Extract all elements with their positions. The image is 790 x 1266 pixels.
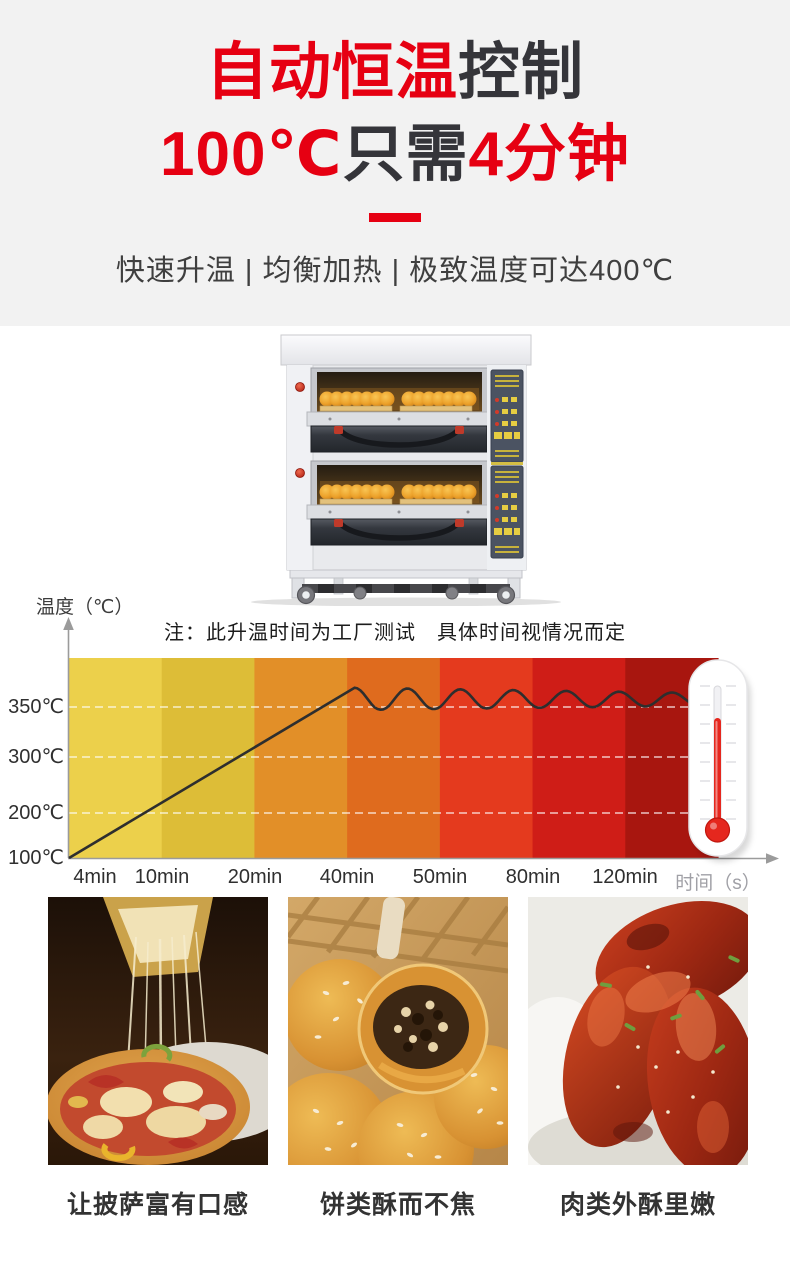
y-tick-350: 350℃ bbox=[8, 696, 64, 718]
x-tick-40min: 40min bbox=[319, 866, 375, 888]
food-card-pastry: 饼类酥而不焦 bbox=[288, 897, 508, 1221]
x-tick-120min: 120min bbox=[592, 866, 658, 888]
title2-red-a: 100℃ bbox=[159, 120, 343, 189]
title2-dark: 只需 bbox=[342, 120, 469, 189]
red-divider-bar bbox=[369, 213, 421, 222]
pizza-photo bbox=[48, 897, 268, 1165]
y-tick-200: 200℃ bbox=[8, 802, 64, 824]
double-deck-oven-illustration bbox=[251, 334, 561, 606]
caption-wings: 肉类外酥里嫩 bbox=[559, 1191, 716, 1219]
page-title-line2: 100℃只需4分钟 bbox=[0, 124, 790, 186]
x-tick-50min: 50min bbox=[412, 866, 468, 888]
food-card-pizza: 让披萨富有口感 bbox=[48, 897, 268, 1221]
header-section: 自动恒温控制 100℃只需4分钟 快速升温 | 均衡加热 | 极致温度可达400… bbox=[0, 0, 790, 326]
title-dark-text: 控制 bbox=[458, 38, 585, 107]
y-axis-title: 温度（℃） bbox=[36, 597, 134, 618]
oven-stand bbox=[289, 569, 523, 605]
food-gallery: 让披萨富有口感 bbox=[0, 897, 790, 1221]
food-card-wings: 肉类外酥里嫩 bbox=[528, 897, 748, 1221]
chart-note: 注：此升温时间为工厂测试 具体时间视情况而定 bbox=[164, 622, 626, 644]
chicken-wings-photo bbox=[528, 897, 748, 1165]
subtitle: 快速升温 | 均衡加热 | 极致温度可达400℃ bbox=[115, 255, 675, 287]
x-tick-20min: 20min bbox=[227, 866, 283, 888]
gradient-bands bbox=[69, 658, 719, 858]
heating-curve-chart: 温度（℃） 注：此升温时间为工厂测试 具体时间视情况而定 350℃ 300℃ 2… bbox=[0, 590, 790, 900]
chart-svg bbox=[63, 617, 779, 864]
x-axis-title: 时间（s） bbox=[675, 873, 761, 894]
page-title-line1: 自动恒温控制 bbox=[0, 42, 790, 104]
thermometer-icon bbox=[688, 659, 751, 862]
oven-deck-2 bbox=[306, 460, 492, 546]
title2-red-b: 4分钟 bbox=[468, 120, 631, 189]
oven-control-panel bbox=[487, 365, 526, 570]
oven-deck-1 bbox=[306, 367, 492, 453]
caption-pizza: 让披萨富有口感 bbox=[66, 1191, 249, 1219]
caption-pastry: 饼类酥而不焦 bbox=[319, 1191, 476, 1219]
x-tick-4min: 4min bbox=[73, 866, 117, 888]
pastry-photo bbox=[288, 897, 508, 1165]
axes bbox=[63, 617, 779, 864]
title-red-text: 自动恒温 bbox=[205, 38, 458, 107]
x-tick-10min: 10min bbox=[134, 866, 190, 888]
oven-shadow bbox=[251, 597, 561, 606]
x-tick-80min: 80min bbox=[505, 866, 561, 888]
gridlines bbox=[69, 706, 718, 814]
y-tick-300: 300℃ bbox=[8, 746, 64, 768]
y-tick-100: 100℃ bbox=[8, 847, 64, 869]
temperature-curve bbox=[68, 686, 699, 860]
